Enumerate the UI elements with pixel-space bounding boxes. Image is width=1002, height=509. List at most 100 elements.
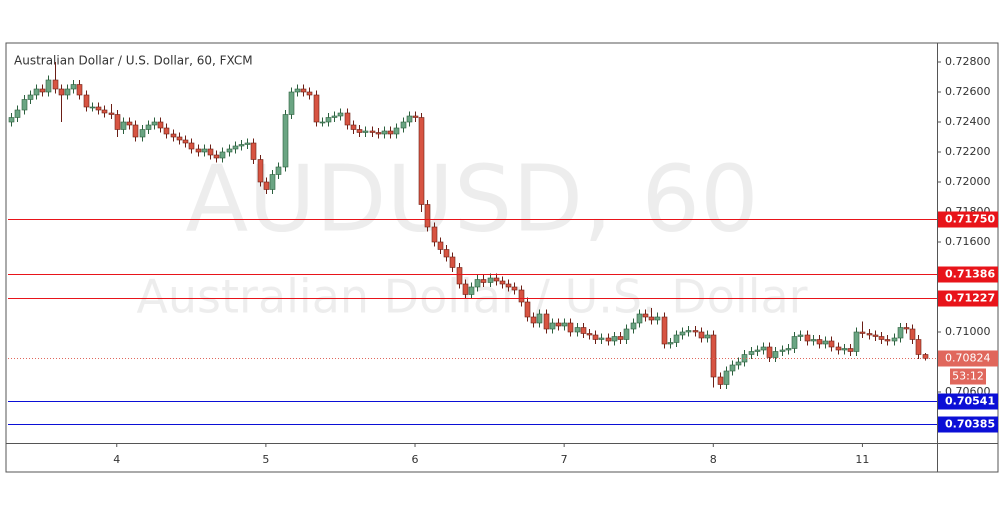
candle-body	[456, 267, 463, 285]
candle-body	[393, 127, 400, 135]
candle-body	[288, 91, 295, 115]
candle-body	[462, 283, 469, 295]
candle-body	[331, 115, 338, 118]
candle-body	[567, 322, 574, 333]
candle-body	[772, 351, 779, 358]
candle-body	[922, 354, 929, 359]
candle-body	[878, 336, 885, 340]
candle-body	[163, 127, 170, 135]
candle-body	[52, 79, 59, 90]
candle-body	[213, 154, 220, 159]
candle-body	[58, 88, 65, 96]
last-price-label: 0.70824	[945, 352, 991, 365]
x-tick-label: 4	[113, 453, 120, 466]
candle-body	[810, 339, 817, 342]
candle-body	[412, 115, 419, 118]
candle-body	[710, 334, 717, 378]
candle-body	[400, 121, 407, 129]
candle-body	[195, 148, 202, 153]
watermark-symbol: AUDUSD, 60	[185, 145, 758, 252]
candle-body	[250, 142, 257, 160]
candle-body	[238, 144, 245, 147]
candle-body	[356, 129, 363, 133]
candle-body	[219, 151, 226, 159]
chart-frame	[5, 42, 999, 473]
chart-title: Australian Dollar / U.S. Dollar, 60, FXC…	[14, 54, 253, 68]
candle-body	[872, 334, 879, 337]
candle-body	[748, 351, 755, 355]
y-tick-label: 0.71600	[945, 235, 991, 248]
candle-body	[263, 181, 270, 190]
candle-body	[574, 327, 581, 333]
candle-body	[443, 249, 450, 258]
y-tick-label: 0.72800	[945, 55, 991, 68]
candle-body	[201, 148, 208, 153]
candle-body	[891, 337, 898, 342]
candle-body	[83, 94, 90, 108]
candle-body	[95, 106, 102, 111]
candle-body	[468, 286, 475, 295]
candle-body	[530, 316, 537, 324]
candle-body	[120, 121, 127, 130]
candle-body	[785, 348, 792, 351]
candle-body	[300, 88, 307, 93]
candle-body	[14, 109, 21, 118]
candle-body	[661, 316, 668, 345]
candle-body	[101, 109, 108, 114]
candle-body	[518, 289, 525, 303]
candle-body	[487, 277, 494, 283]
candle-body	[735, 361, 742, 366]
candle-body	[188, 142, 195, 150]
candle-body	[132, 124, 139, 138]
candle-body	[766, 346, 773, 358]
level-label-box	[938, 266, 998, 283]
candle-body	[754, 349, 761, 352]
candle-body	[816, 339, 823, 345]
candle-body	[673, 334, 680, 343]
candle-body	[915, 339, 922, 355]
candle-body	[294, 88, 301, 93]
candle-body	[636, 313, 643, 324]
candle-body	[151, 121, 158, 126]
candle-body	[369, 130, 376, 133]
level-label-box	[938, 416, 998, 433]
candle-body	[592, 334, 599, 340]
candle-body	[337, 112, 344, 117]
countdown-box	[950, 368, 986, 385]
level-label-box	[938, 290, 998, 307]
candle-body	[828, 340, 835, 348]
candle-body	[897, 327, 904, 339]
candle-body	[536, 313, 543, 324]
candle-body	[642, 313, 649, 318]
y-tick-label: 0.72400	[945, 115, 991, 128]
candle-body	[648, 316, 655, 321]
candle-body	[853, 331, 860, 352]
candle-body	[362, 130, 369, 133]
candle-body	[406, 115, 413, 123]
x-tick-label: 8	[710, 453, 717, 466]
candle-body	[549, 322, 556, 330]
candle-body	[505, 283, 512, 288]
candle-body	[325, 117, 332, 123]
candle-body	[797, 334, 804, 337]
candle-body	[157, 121, 164, 129]
candle-body	[685, 330, 692, 333]
candle-body	[586, 333, 593, 336]
x-tick-label: 11	[855, 453, 869, 466]
level-label-box	[938, 211, 998, 228]
level-label: 0.71227	[945, 292, 995, 305]
candle-body	[835, 346, 842, 351]
x-tick-label: 5	[262, 453, 269, 466]
last-price-box	[938, 350, 998, 367]
candle-body	[617, 336, 624, 340]
candle-body	[449, 256, 456, 268]
candle-body	[76, 84, 83, 96]
candle-body	[8, 117, 15, 123]
candle-body	[598, 337, 605, 340]
candle-body	[723, 370, 730, 385]
candle-body	[605, 337, 612, 342]
y-tick-label: 0.72000	[945, 175, 991, 188]
watermark: AUDUSD, 60 Australian Dollar / U.S. Doll…	[136, 145, 807, 323]
candle-body	[866, 333, 873, 336]
